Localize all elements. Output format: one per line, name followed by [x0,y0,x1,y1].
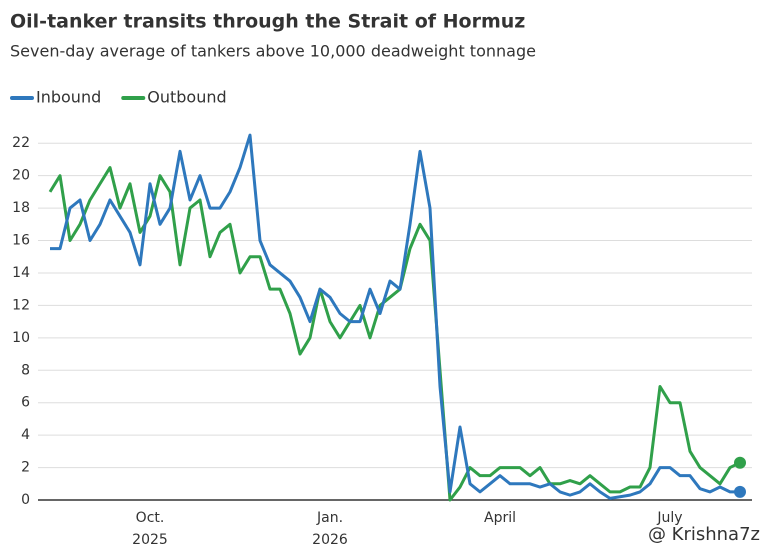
watermark: @ Krishna7z [648,524,760,545]
chart-title: Oil-tanker transits through the Strait o… [10,11,525,33]
x-tick-label: Oct. 2025 [132,510,168,548]
y-tick-label: 2 [21,460,30,476]
x-tick-label: July [657,510,683,526]
y-tick-label: 10 [12,330,30,346]
y-tick-label: 16 [12,233,30,249]
end-marker [734,456,746,469]
chart-subtitle: Seven-day average of tankers above 10,00… [10,42,536,61]
y-tick-label: 4 [21,427,30,443]
legend-label: Outbound [147,88,226,107]
y-tick-label: 20 [12,168,30,184]
end-marker [734,485,746,498]
series-line [48,166,741,502]
y-tick-label: 12 [12,297,30,313]
y-tick-label: 8 [21,362,30,378]
y-tick-label: 0 [21,492,30,508]
x-tick-label: Jan. 2026 [312,510,348,548]
series-line [50,133,740,500]
x-tick-label: April [484,510,516,526]
legend-label: Inbound [36,88,101,107]
y-tick-label: 14 [12,265,30,281]
y-tick-label: 22 [12,135,30,151]
y-tick-label: 18 [12,200,30,216]
y-tick-label: 6 [21,395,30,411]
